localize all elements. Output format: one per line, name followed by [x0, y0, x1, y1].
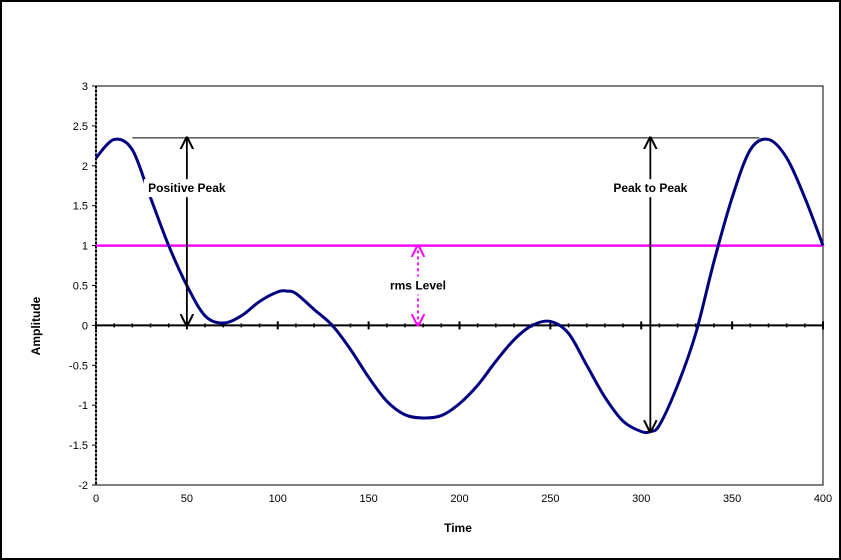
y-tick-label: 3 [82, 81, 88, 93]
y-tick-label: -1 [78, 400, 88, 412]
x-tick-label: 0 [93, 493, 99, 505]
x-tick-label: 150 [359, 493, 377, 505]
x-axis-title: Time [444, 521, 472, 535]
y-axis-tick-labels: 3 2.5 2 1.5 1 0.5 0 -0.5 -1 -1.5 -2 [69, 81, 88, 492]
y-tick-label: -0.5 [69, 360, 88, 372]
x-tick-label: 350 [723, 493, 741, 505]
y-tick-label: 0 [82, 320, 88, 332]
y-axis-ticks [92, 85, 96, 486]
plot-area [95, 85, 824, 486]
peak-to-peak-label-bg [609, 179, 692, 198]
annotation-layer: Positive Peak Peak to Peak rms Level [144, 138, 692, 432]
y-tick-label: 2 [82, 161, 88, 173]
y-tick-label: 1.5 [73, 201, 88, 213]
waveform-line [94, 137, 825, 435]
x-tick-label: 200 [450, 493, 468, 505]
positive-peak-label: Positive Peak [148, 181, 226, 195]
peak-to-peak-label: Peak to Peak [613, 181, 687, 195]
rms-level-label: rms Level [390, 279, 446, 293]
plot-border [95, 85, 824, 486]
y-tick-label: 0.5 [73, 281, 88, 293]
x-tick-label: 300 [632, 493, 650, 505]
x-tick-label: 400 [814, 493, 832, 505]
y-tick-label: 1 [82, 241, 88, 253]
x-axis-tick-labels: 0 50 100 150 200 250 300 350 400 [93, 493, 832, 505]
y-tick-label: 2.5 [73, 121, 88, 133]
y-axis-title: Amplitude [29, 296, 43, 355]
x-tick-label: 250 [541, 493, 559, 505]
rms-level-label-bg [385, 276, 451, 295]
x-tick-label: 100 [269, 493, 287, 505]
y-tick-label: -1.5 [69, 440, 88, 452]
y-tick-label: -2 [78, 480, 88, 492]
x-tick-label: 50 [181, 493, 193, 505]
positive-peak-label-bg [144, 179, 230, 198]
